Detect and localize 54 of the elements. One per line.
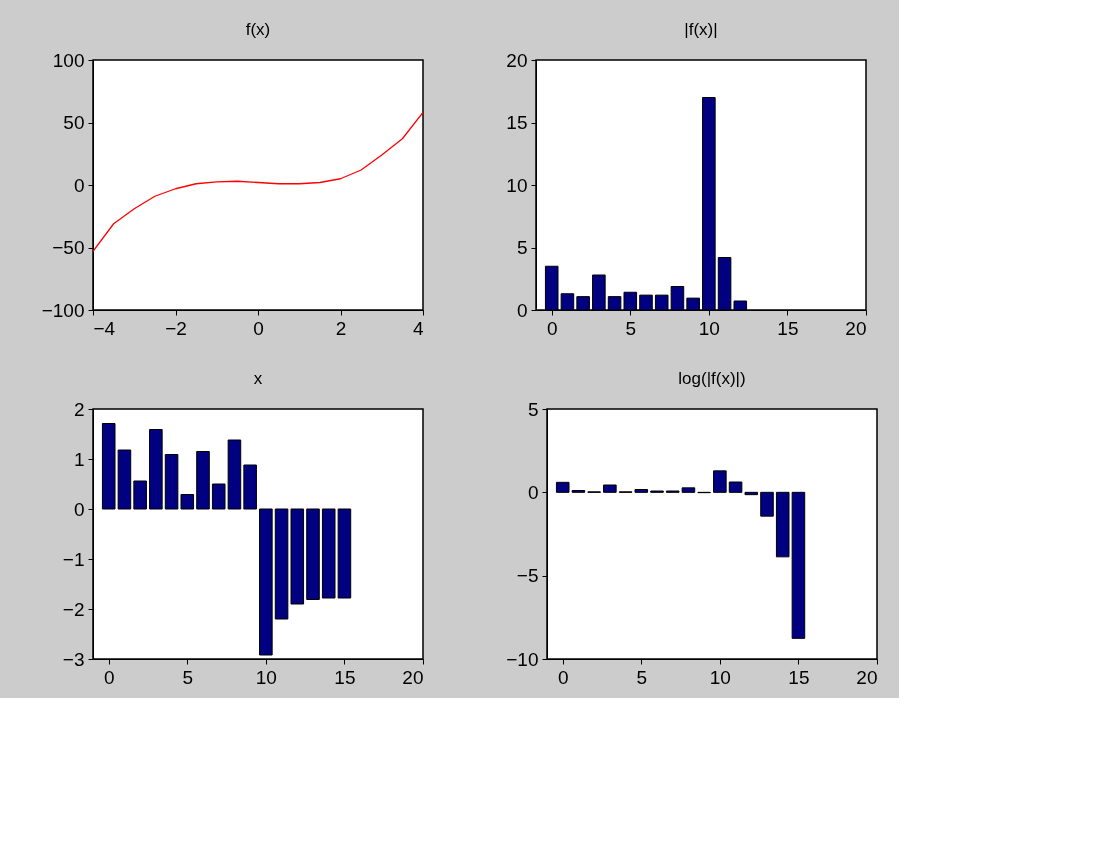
y-tick-label: −10	[506, 648, 539, 670]
y-tick-label: 1	[73, 448, 85, 470]
y-tick-label: 0	[73, 174, 85, 196]
x-tick-label: 20	[845, 317, 867, 339]
y-tick-label: −3	[62, 648, 85, 670]
bar	[760, 491, 774, 517]
x-tick-label: −4	[93, 317, 116, 339]
y-tick-label: 0	[516, 299, 528, 321]
x-tick-label: 0	[557, 666, 569, 688]
y-tick-label: 15	[506, 112, 528, 133]
x-tick-label: 20	[402, 666, 424, 688]
x-tick-label: 2	[335, 317, 347, 339]
y-tick-label: 5	[527, 398, 539, 420]
bar	[149, 429, 163, 510]
line-series	[93, 111, 423, 252]
y-tick-label: −2	[62, 598, 85, 620]
y-tick-label: 0	[527, 481, 539, 503]
y-tick-label: −1	[62, 548, 85, 570]
x-tick-label: 15	[788, 666, 810, 688]
x-tick-label: 0	[103, 666, 115, 688]
x-tick-label: −2	[165, 317, 187, 339]
x-tick-label: 5	[182, 666, 194, 688]
bar	[306, 508, 320, 600]
y-tick-label: 2	[73, 398, 85, 420]
y-tick-label: −5	[516, 565, 539, 587]
x-tick-label: 5	[636, 666, 648, 688]
bar	[133, 480, 147, 510]
y-tick-label: 10	[506, 174, 528, 196]
x-tick-label: 0	[253, 317, 264, 339]
bar	[243, 464, 257, 510]
x-tick-label: 10	[709, 666, 731, 688]
y-tick-label: 100	[52, 49, 85, 71]
chart-title: f(x)	[245, 20, 271, 39]
y-tick-label: 20	[506, 49, 528, 71]
x-tick-label: 0	[546, 317, 558, 339]
bar	[603, 484, 617, 493]
x-tick-label: 10	[698, 317, 720, 339]
x-tick-label: 15	[334, 666, 356, 688]
y-tick-label: 50	[63, 112, 85, 133]
x-tick-label: 5	[625, 317, 637, 339]
y-tick-label: 0	[73, 498, 85, 520]
x-tick-label: 20	[856, 666, 878, 688]
y-tick-label: −100	[41, 299, 85, 321]
y-tick-label: 5	[516, 237, 528, 258]
bar	[259, 508, 273, 656]
x-tick-label: 15	[777, 317, 799, 339]
x-tick-label: 10	[255, 666, 277, 688]
y-tick-label: −50	[52, 237, 85, 258]
chart-title: log(|f(x)|)	[678, 369, 746, 388]
x-tick-label: 4	[412, 317, 424, 339]
chart-title: x	[253, 369, 263, 388]
chart-title: |f(x)|	[684, 20, 718, 39]
bar	[713, 470, 727, 493]
bar	[196, 451, 210, 510]
